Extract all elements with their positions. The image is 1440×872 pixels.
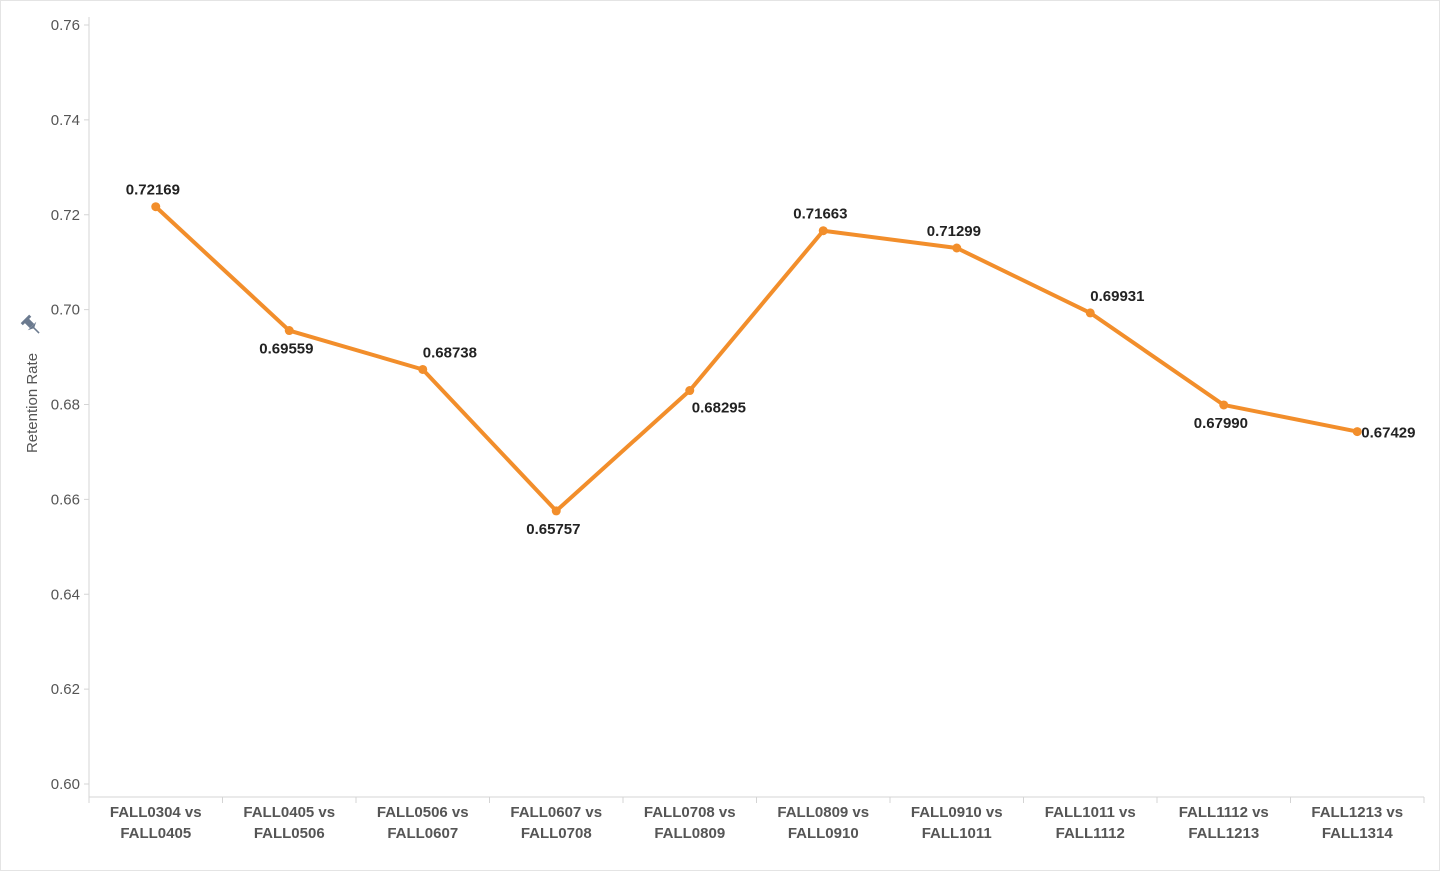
y-axis-title-group: Retention Rate — [20, 314, 44, 453]
x-category-label-line: FALL0708 — [521, 825, 592, 842]
data-label: 0.71299 — [927, 223, 981, 240]
x-category-label-line: FALL0708 vs — [644, 804, 736, 821]
data-label: 0.68738 — [423, 344, 477, 361]
data-label: 0.69559 — [259, 341, 313, 358]
series-line — [153, 204, 1360, 513]
x-category-label-line: FALL0607 vs — [510, 804, 602, 821]
data-point — [952, 243, 962, 253]
data-point — [1085, 308, 1095, 318]
x-category-label: FALL0708 vs FALL0809 — [644, 804, 736, 842]
y-tick-label: 0.68 — [51, 397, 80, 414]
y-tick-label: 0.64 — [51, 586, 80, 603]
x-category-label-line: FALL1011 — [922, 825, 992, 842]
y-tick-label: 0.60 — [51, 776, 80, 793]
data-point — [818, 226, 828, 236]
data-label: 0.67990 — [1194, 415, 1248, 432]
x-category-label: FALL1112 vs FALL1213 — [1179, 804, 1269, 842]
data-label: 0.65757 — [526, 521, 580, 538]
x-category-label-line: FALL1112 vs — [1179, 804, 1269, 821]
x-category-label-line: FALL0506 vs — [377, 804, 469, 821]
x-category-label-line: FALL0809 vs — [777, 804, 869, 821]
x-category-label: FALL1011 vs FALL1112 — [1045, 804, 1136, 842]
x-category-label-line: FALL1213 — [1188, 825, 1259, 842]
x-category-label: FALL0405 vs FALL0506 — [243, 804, 335, 842]
x-category-label-line: FALL0405 vs — [243, 804, 335, 821]
y-axis-title: Retention Rate — [24, 353, 41, 453]
x-category-label-line: FALL0910 vs — [911, 804, 1003, 821]
x-category-label: FALL0607 vs FALL0708 — [510, 804, 602, 842]
y-tick-label: 0.62 — [51, 681, 80, 698]
x-category-label-line: FALL0809 — [654, 825, 725, 842]
data-point — [284, 326, 294, 336]
x-category-label: FALL0910 vs FALL1011 — [911, 804, 1003, 842]
x-category-label: FALL0304 vs FALL0405 — [110, 804, 202, 842]
x-category-label-line: FALL0304 vs — [110, 804, 202, 821]
data-point — [1219, 400, 1229, 410]
x-category-label: FALL0506 vs FALL0607 — [377, 804, 469, 842]
data-label: 0.69931 — [1090, 288, 1144, 305]
y-tick-label: 0.74 — [51, 112, 80, 129]
data-label: 0.67429 — [1361, 425, 1415, 442]
x-category-label-line: FALL1314 — [1322, 825, 1394, 842]
y-axis-ticks: 0.60 0.62 0.64 0.66 0.68 0.70 0.72 0.74 0.76 — [51, 17, 89, 793]
pin-icon[interactable] — [20, 314, 44, 338]
x-category-label-line: FALL0506 — [254, 825, 325, 842]
x-category-label-line: FALL1213 vs — [1311, 804, 1403, 821]
data-point — [551, 506, 561, 516]
y-tick-label: 0.76 — [51, 17, 80, 34]
x-category-label-line: FALL1112 — [1056, 825, 1125, 842]
data-label: 0.68295 — [692, 400, 746, 417]
data-labels: 0.72169 0.69559 0.68738 0.65757 0.68295 0.716… — [126, 182, 1416, 538]
y-tick-label: 0.66 — [51, 491, 80, 508]
data-label: 0.72169 — [126, 182, 180, 199]
data-point — [418, 364, 428, 374]
x-category-label-line: FALL0910 — [788, 825, 859, 842]
x-category-label-line: FALL1011 vs — [1045, 804, 1136, 821]
data-point — [151, 202, 161, 212]
x-category-label-line: FALL0607 — [387, 825, 458, 842]
y-tick-label: 0.70 — [51, 302, 80, 319]
series-retention-rate — [151, 202, 1362, 516]
x-category-label-line: FALL0405 — [120, 825, 191, 842]
x-category-label: FALL0809 vs FALL0910 — [777, 804, 869, 842]
data-point — [1352, 427, 1362, 437]
y-tick-label: 0.72 — [51, 207, 80, 224]
data-point — [685, 386, 695, 396]
data-label: 0.71663 — [793, 206, 847, 223]
x-category-label: FALL1213 vs FALL1314 — [1311, 804, 1403, 842]
